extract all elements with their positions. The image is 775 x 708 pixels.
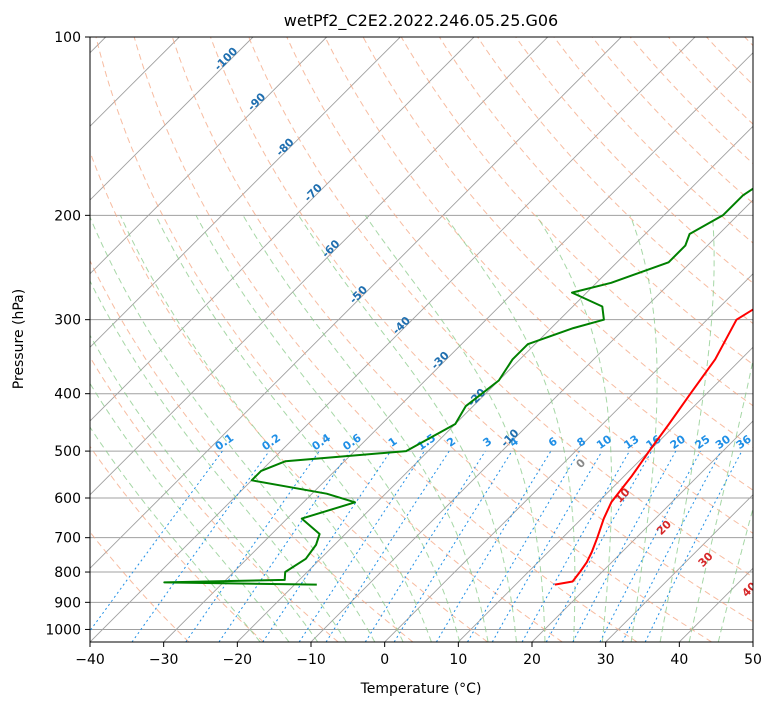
y-tick-label: 1000 <box>45 622 81 638</box>
mixing-ratio-line <box>521 450 630 642</box>
y-tick-label: 700 <box>54 531 81 547</box>
moist-adiabat-line <box>90 334 319 642</box>
dry-adiabat-line <box>362 37 753 449</box>
mixing-ratio-line <box>572 450 677 642</box>
x-axis-label: Temperature (°C) <box>360 681 482 697</box>
isotherm-line <box>90 37 254 201</box>
isotherm-line <box>531 420 753 642</box>
dry-adiabat-line <box>324 37 753 491</box>
dry-adiabat-line <box>515 37 753 284</box>
mixing-ratio-label: 36 <box>734 432 754 452</box>
isotherm-line <box>163 52 753 642</box>
isotherm-line <box>90 37 696 642</box>
plot-frame <box>89 36 754 643</box>
moist-adiabat-line <box>629 215 658 642</box>
moist-adiabat-line <box>195 215 461 642</box>
y-tick-label: 100 <box>54 30 81 46</box>
isotherm-line <box>384 273 753 642</box>
mixing-ratio-line <box>435 450 552 642</box>
mixing-ratio-line <box>545 450 653 642</box>
dry-adiabat-line <box>90 259 414 642</box>
dry-adiabat-line <box>210 37 753 623</box>
moist-adiabat-line <box>90 215 376 642</box>
y-tick-label: 900 <box>54 595 81 611</box>
y-tick-label: 200 <box>54 208 81 224</box>
isotherm-line <box>90 37 622 569</box>
dewpoint-profile-line <box>163 187 753 586</box>
moist-adiabat-line <box>90 279 347 642</box>
x-tick-label: −30 <box>149 652 179 668</box>
mixing-ratio-line <box>467 450 580 642</box>
moist-adiabat-line <box>364 215 546 642</box>
x-tick-label: 40 <box>670 652 688 668</box>
isotherm-line <box>90 37 401 348</box>
dry-adiabat-line <box>133 37 638 642</box>
y-tick-label: 400 <box>54 387 81 403</box>
mixing-ratio-line <box>644 450 743 642</box>
axes-ticks: −40 −30 −20 −10 0 10 20 30 40 50 100 200 300 400 500 60… <box>45 30 762 668</box>
mixing-ratio-line <box>621 450 722 642</box>
x-tick-label: 30 <box>597 652 615 668</box>
y-tick-label: 300 <box>54 313 81 329</box>
y-tick-label: 500 <box>54 444 81 460</box>
plot-area: 0.1 0.2 0.4 0.6 1 1.5 2 3 4 6 8 10 13 16 20 25 30 36-100-… <box>90 37 754 642</box>
x-tick-label: 0 <box>380 652 389 668</box>
dry-adiabat-line <box>477 37 753 325</box>
mixing-ratio-line <box>218 450 351 642</box>
chart-title: wetPf2_C2E2.2022.246.05.25.G06 <box>284 11 558 31</box>
isotherm-line <box>457 346 753 642</box>
mixing-ratio-line <box>393 450 513 642</box>
isotherm-line <box>90 37 549 496</box>
isotherm-line <box>605 494 753 642</box>
moist-adiabat-line <box>90 426 261 642</box>
x-tick-label: 10 <box>449 652 467 668</box>
y-axis-label: Pressure (hPa) <box>11 289 27 389</box>
dry-adiabat-line <box>629 37 753 165</box>
mixing-ratio-line <box>298 450 425 642</box>
x-tick-label: −20 <box>223 652 253 668</box>
dry-adiabat-line <box>591 37 753 204</box>
mixing-ratio-line <box>262 450 392 642</box>
moist-adiabat-line <box>444 215 576 642</box>
mixing-ratio-line <box>185 450 320 642</box>
dry-adiabat-line <box>248 37 753 578</box>
dry-adiabat-line <box>95 37 563 642</box>
moist-adiabat-line <box>535 215 613 642</box>
mixing-ratio-line <box>491 450 603 642</box>
y-tick-label: 800 <box>54 565 81 581</box>
y-tick-label: 600 <box>54 491 81 507</box>
x-tick-label: 20 <box>523 652 541 668</box>
dry-adiabat-line <box>400 37 753 407</box>
moist-adiabat-line <box>242 215 489 642</box>
mixing-ratio-line <box>131 450 270 642</box>
x-tick-label: −40 <box>75 652 105 668</box>
moist-adiabat-line <box>119 215 404 642</box>
temperature-profile-line <box>554 308 753 586</box>
moist-adiabat-line <box>155 215 432 642</box>
moist-adiabat-line <box>659 215 715 642</box>
isotherm-line <box>90 37 475 422</box>
x-tick-label: 50 <box>744 652 762 668</box>
x-tick-label: −10 <box>296 652 326 668</box>
mixing-ratio-line <box>599 450 701 642</box>
dry-adiabat-line <box>90 445 264 642</box>
dry-adiabat-line <box>171 37 712 642</box>
isotherm-line <box>90 37 328 275</box>
